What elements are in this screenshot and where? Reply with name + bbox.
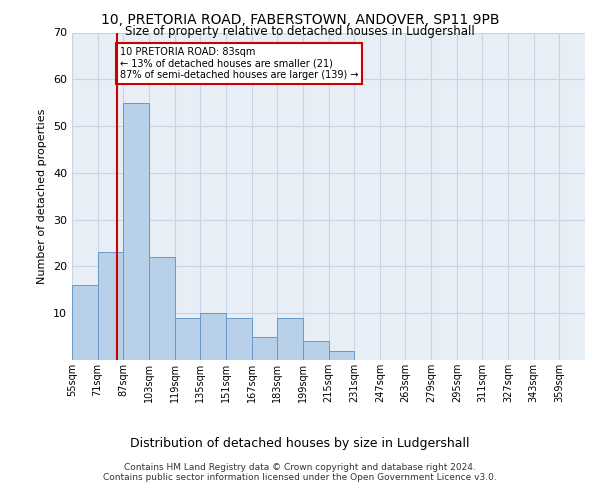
Bar bbox=[329, 350, 354, 360]
Bar bbox=[303, 342, 329, 360]
Text: 10 PRETORIA ROAD: 83sqm
← 13% of detached houses are smaller (21)
87% of semi-de: 10 PRETORIA ROAD: 83sqm ← 13% of detache… bbox=[120, 46, 359, 80]
Text: Contains public sector information licensed under the Open Government Licence v3: Contains public sector information licen… bbox=[103, 474, 497, 482]
Text: Size of property relative to detached houses in Ludgershall: Size of property relative to detached ho… bbox=[125, 25, 475, 38]
Bar bbox=[200, 313, 226, 360]
Text: Contains HM Land Registry data © Crown copyright and database right 2024.: Contains HM Land Registry data © Crown c… bbox=[124, 464, 476, 472]
Bar bbox=[251, 336, 277, 360]
Text: Distribution of detached houses by size in Ludgershall: Distribution of detached houses by size … bbox=[130, 437, 470, 450]
Bar bbox=[72, 285, 98, 360]
Bar bbox=[98, 252, 124, 360]
Bar bbox=[149, 257, 175, 360]
Bar bbox=[226, 318, 251, 360]
Bar bbox=[124, 102, 149, 360]
Bar bbox=[175, 318, 200, 360]
Y-axis label: Number of detached properties: Number of detached properties bbox=[37, 108, 47, 284]
Bar bbox=[277, 318, 303, 360]
Text: 10, PRETORIA ROAD, FABERSTOWN, ANDOVER, SP11 9PB: 10, PRETORIA ROAD, FABERSTOWN, ANDOVER, … bbox=[101, 12, 499, 26]
